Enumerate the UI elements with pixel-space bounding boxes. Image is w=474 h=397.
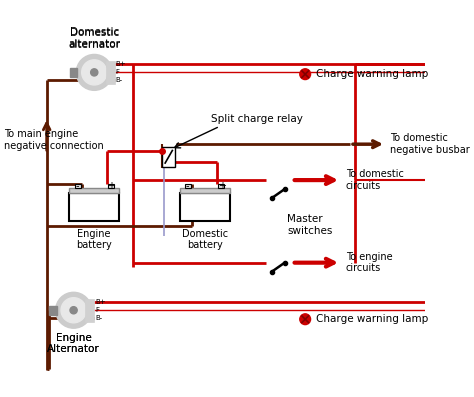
Text: Split charge relay: Split charge relay [211,114,303,124]
Text: -: - [75,181,79,191]
Bar [162,147,175,167]
Text: Engine
Alternator: Engine Alternator [47,333,100,354]
Text: Master
switches: Master switches [287,214,333,236]
Text: B+: B+ [95,299,106,305]
Text: Domestic
battery: Domestic battery [182,229,228,250]
Text: F: F [95,307,99,313]
Text: Charge warning lamp: Charge warning lamp [316,69,428,79]
Text: Engine
Alternator: Engine Alternator [47,333,100,354]
Bar [49,306,56,315]
Bar [108,184,114,188]
Text: B-: B- [116,77,123,83]
Text: Charge warning lamp: Charge warning lamp [316,314,428,324]
Text: Domestic
alternator: Domestic alternator [68,28,120,50]
Bar [106,61,115,84]
Bar [69,193,119,222]
Text: To engine
circuits: To engine circuits [346,252,392,274]
Text: +: + [107,181,115,191]
Circle shape [300,314,310,325]
Text: To domestic
negative busbar: To domestic negative busbar [391,133,470,155]
Text: Domestic
alternator: Domestic alternator [68,27,120,49]
Text: To domestic
circuits: To domestic circuits [346,169,403,191]
Bar [69,188,119,193]
Circle shape [91,69,98,76]
Bar [185,184,191,188]
Text: F: F [116,69,120,75]
Text: +: + [218,181,226,191]
Circle shape [61,298,86,323]
Bar [180,188,230,193]
Text: -: - [186,181,189,191]
Text: To main engine
negative connection: To main engine negative connection [4,129,104,150]
Bar [85,299,94,322]
Circle shape [70,306,77,314]
Circle shape [300,69,310,79]
Bar [180,193,230,222]
Text: Engine
battery: Engine battery [76,229,112,250]
Circle shape [76,54,112,91]
Text: B-: B- [95,315,102,321]
Bar [70,68,77,77]
Circle shape [82,60,107,85]
Circle shape [55,292,91,328]
Text: B+: B+ [116,61,127,67]
Bar [218,184,224,188]
Bar [74,184,81,188]
